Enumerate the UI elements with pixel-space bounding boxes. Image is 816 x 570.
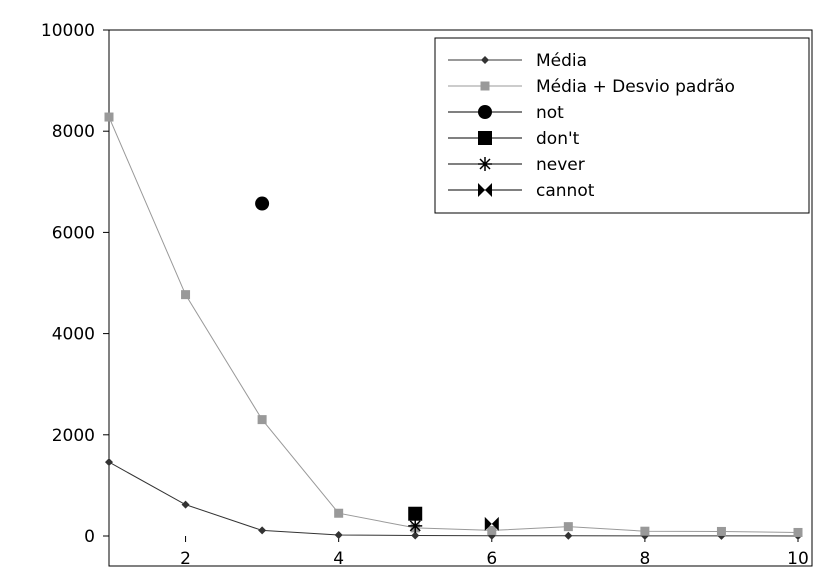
series-never [408, 518, 423, 533]
data-point [181, 500, 190, 509]
x-tick-label: 10 [787, 549, 809, 569]
diamond-marker [481, 56, 489, 64]
legend-marker [478, 105, 492, 119]
legend-entry: not [448, 103, 564, 123]
legend-label: don't [536, 129, 580, 149]
legend-label: Média + Desvio padrão [536, 77, 735, 97]
legend-marker [478, 183, 492, 197]
diamond-marker [258, 526, 267, 535]
bowtie-left [478, 183, 485, 197]
legend-label: never [536, 155, 585, 175]
series-cannot [484, 516, 499, 531]
legend-entry: Média [448, 51, 587, 71]
y-tick-label: 10000 [41, 21, 95, 41]
data-point [793, 527, 803, 537]
legend-box [434, 37, 810, 214]
legend-entry: Média + Desvio padrão [448, 77, 735, 97]
legend-entry: never [448, 155, 585, 175]
data-point [258, 526, 267, 535]
bowtie-right [485, 183, 492, 197]
legend-label: not [536, 103, 564, 123]
legend-entry: don't [448, 129, 580, 149]
circle-marker [478, 105, 492, 119]
y-tick-label: 6000 [52, 223, 95, 243]
y-tick-label: 2000 [52, 426, 95, 446]
square-marker [181, 290, 191, 300]
square-marker [408, 506, 423, 521]
legend-marker [481, 56, 489, 64]
legend-marker [478, 157, 492, 171]
square-marker [104, 112, 114, 122]
data-point [181, 290, 191, 300]
legend-label: cannot [536, 181, 595, 201]
bowtie-left [484, 516, 492, 531]
square-marker [480, 81, 490, 91]
data-point [411, 531, 420, 540]
series-Média + Desvio padrão [104, 112, 803, 537]
y-tick-label: 4000 [52, 325, 95, 345]
x-tick-label: 2 [180, 549, 191, 569]
series-layer [104, 112, 803, 540]
data-point [564, 531, 573, 540]
y-tick-label: 0 [84, 527, 95, 547]
square-marker [478, 131, 492, 145]
square-marker [334, 508, 344, 518]
square-marker [563, 522, 573, 532]
legend-entry: cannot [448, 181, 595, 201]
data-point [484, 516, 499, 531]
plot-frame [108, 29, 813, 567]
square-marker [640, 526, 650, 536]
legend-label: Média [536, 51, 587, 71]
series-line [108, 116, 799, 533]
data-point [640, 526, 650, 536]
data-point [334, 530, 343, 539]
diamond-marker [181, 500, 190, 509]
circle-marker [255, 196, 270, 211]
data-point [257, 415, 267, 425]
data-point [105, 458, 113, 467]
series-line [108, 461, 799, 537]
axes: 0 2000 4000 6000 8000 10000 2 4 6 8 10 [41, 21, 809, 569]
data-point [104, 112, 114, 122]
square-marker [716, 526, 726, 536]
legend-marker [480, 81, 490, 91]
y-tick-label: 8000 [52, 122, 95, 142]
x-tick-label: 4 [333, 549, 344, 569]
diamond-marker [564, 531, 573, 540]
square-marker [793, 527, 803, 537]
data-point [487, 525, 497, 535]
series-not [255, 196, 270, 211]
diamond-marker [411, 531, 420, 540]
asterisk-marker [478, 157, 492, 171]
data-point [334, 508, 344, 518]
diamond-marker [105, 458, 113, 467]
diamond-marker [334, 530, 343, 539]
data-point [716, 526, 726, 536]
legend: Média Média + Desvio padrão not don't never c… [434, 37, 810, 214]
bowtie-right [491, 516, 499, 531]
x-tick-label: 8 [639, 549, 650, 569]
legend-marker [478, 131, 492, 145]
series-Média [105, 458, 802, 540]
square-marker [257, 415, 267, 425]
data-point [408, 518, 423, 533]
square-marker [487, 525, 497, 535]
asterisk-marker [408, 518, 423, 533]
data-point [255, 196, 270, 211]
data-point [563, 522, 573, 532]
legend-entries: Média Média + Desvio padrão not don't never c… [448, 51, 735, 201]
data-point [408, 506, 423, 521]
x-tick-label: 6 [486, 549, 497, 569]
series-don't [408, 506, 423, 521]
